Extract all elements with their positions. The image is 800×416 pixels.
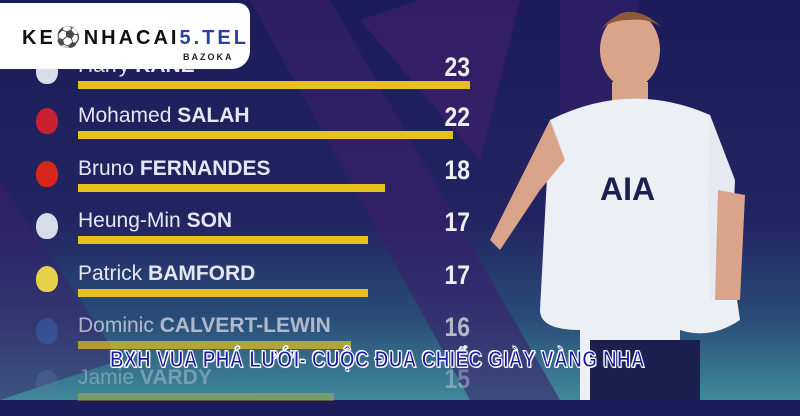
player-name: Bruno FERNANDES — [78, 157, 271, 180]
scorer-row: Bruno FERNANDES 18 — [0, 155, 480, 207]
goal-count: 17 — [444, 207, 470, 237]
leeds-crest-icon — [36, 266, 58, 292]
scorer-row: Jamie VARDY 15 — [0, 364, 480, 416]
goal-count: 18 — [444, 155, 470, 185]
goals-bar — [78, 393, 334, 401]
goal-count: 15 — [444, 364, 470, 394]
scorer-row: Mohamed SALAH 22 — [0, 102, 480, 154]
player-name: Heung-Min SON — [78, 209, 233, 232]
svg-text:AIA: AIA — [600, 171, 655, 207]
goals-bar — [78, 289, 368, 297]
man-united-crest-icon — [36, 161, 58, 187]
leicester-crest-icon — [36, 370, 58, 396]
player-name: Jamie VARDY — [78, 366, 212, 389]
logo-wordmark: KE⚽NHACAI5.TEL — [22, 27, 249, 49]
player-name: Dominic CALVERT-LEWIN — [78, 314, 331, 337]
goal-count: 16 — [444, 312, 470, 342]
soccer-ball-mascot-icon: ⚽ — [55, 27, 84, 49]
liverpool-crest-icon — [36, 108, 58, 134]
goals-bar — [78, 236, 368, 244]
scorer-row: Heung-Min SON 17 — [0, 207, 480, 259]
player-photo: AIA — [490, 11, 745, 400]
goals-bar — [78, 81, 470, 89]
goal-count: 17 — [444, 260, 470, 290]
scorer-row: Patrick BAMFORD 17 — [0, 260, 480, 312]
goals-bar — [78, 131, 453, 139]
everton-crest-icon — [36, 318, 58, 344]
player-name: Patrick BAMFORD — [78, 262, 256, 285]
goals-bar — [78, 341, 351, 349]
player-name: Mohamed SALAH — [78, 104, 250, 127]
scorer-row: Dominic CALVERT-LEWIN 16 — [0, 312, 480, 364]
logo-tagline: BAZOKA — [183, 52, 234, 62]
headline: BXH VUA PHÁ LƯỚI- CUỘC ĐUA CHIẾC GIÀY VÀ… — [110, 346, 646, 373]
goals-bar — [78, 184, 385, 192]
site-logo[interactable]: KE⚽NHACAI5.TEL BAZOKA — [0, 3, 250, 69]
goal-count: 22 — [444, 102, 470, 132]
goal-count: 23 — [444, 52, 470, 82]
tottenham-crest-icon — [36, 213, 58, 239]
